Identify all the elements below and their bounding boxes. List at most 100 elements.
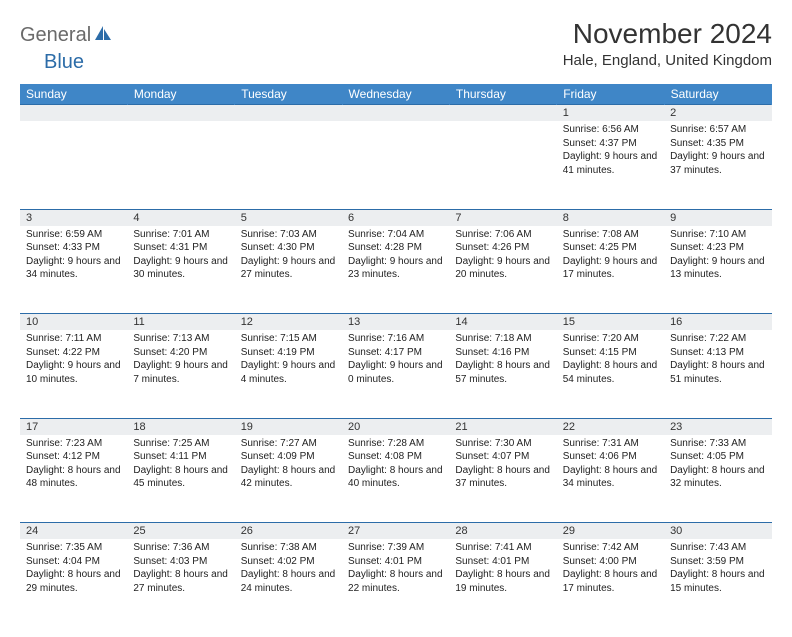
day-number-cell: 17 (20, 418, 127, 435)
weekday-header: Tuesday (235, 84, 342, 105)
sunset-line: Sunset: 3:59 PM (670, 555, 765, 569)
day-number-cell: 21 (449, 418, 556, 435)
sunrise-line: Sunrise: 7:13 AM (133, 332, 228, 346)
brand-text-2: Blue (44, 51, 792, 74)
day-content-cell: Sunrise: 7:35 AMSunset: 4:04 PMDaylight:… (20, 539, 127, 627)
day-content-cell: Sunrise: 7:03 AMSunset: 4:30 PMDaylight:… (235, 226, 342, 314)
sunrise-line: Sunrise: 7:38 AM (241, 541, 336, 555)
daylight-line: Daylight: 8 hours and 37 minutes. (455, 464, 550, 491)
sunset-line: Sunset: 4:33 PM (26, 241, 121, 255)
sunset-line: Sunset: 4:25 PM (563, 241, 658, 255)
daylight-line: Daylight: 9 hours and 7 minutes. (133, 359, 228, 386)
daylight-line: Daylight: 9 hours and 37 minutes. (670, 150, 765, 177)
sunrise-line: Sunrise: 7:18 AM (455, 332, 550, 346)
day-number-cell: 28 (449, 523, 556, 540)
day-content-cell: Sunrise: 7:27 AMSunset: 4:09 PMDaylight:… (235, 435, 342, 523)
day-number-cell: 9 (664, 209, 771, 226)
day-number-cell: 15 (557, 314, 664, 331)
brand-text-1: General (20, 24, 91, 47)
sunset-line: Sunset: 4:08 PM (348, 450, 443, 464)
day-content-cell: Sunrise: 7:13 AMSunset: 4:20 PMDaylight:… (127, 330, 234, 418)
day-content-cell (342, 121, 449, 209)
daylight-line: Daylight: 9 hours and 20 minutes. (455, 255, 550, 282)
day-content-cell: Sunrise: 7:41 AMSunset: 4:01 PMDaylight:… (449, 539, 556, 627)
sunrise-line: Sunrise: 7:23 AM (26, 437, 121, 451)
daylight-line: Daylight: 9 hours and 27 minutes. (241, 255, 336, 282)
sunrise-line: Sunrise: 7:36 AM (133, 541, 228, 555)
daylight-line: Daylight: 8 hours and 42 minutes. (241, 464, 336, 491)
sunset-line: Sunset: 4:06 PM (563, 450, 658, 464)
sunset-line: Sunset: 4:11 PM (133, 450, 228, 464)
daylight-line: Daylight: 9 hours and 0 minutes. (348, 359, 443, 386)
daylight-line: Daylight: 9 hours and 23 minutes. (348, 255, 443, 282)
day-content-cell: Sunrise: 6:59 AMSunset: 4:33 PMDaylight:… (20, 226, 127, 314)
day-number-cell: 5 (235, 209, 342, 226)
sunset-line: Sunset: 4:03 PM (133, 555, 228, 569)
daylight-line: Daylight: 8 hours and 51 minutes. (670, 359, 765, 386)
sunrise-line: Sunrise: 7:43 AM (670, 541, 765, 555)
daylight-line: Daylight: 8 hours and 57 minutes. (455, 359, 550, 386)
day-content-cell: Sunrise: 7:18 AMSunset: 4:16 PMDaylight:… (449, 330, 556, 418)
sunrise-line: Sunrise: 6:59 AM (26, 228, 121, 242)
sunrise-line: Sunrise: 7:41 AM (455, 541, 550, 555)
day-number-cell (342, 105, 449, 122)
day-content-cell: Sunrise: 7:15 AMSunset: 4:19 PMDaylight:… (235, 330, 342, 418)
sunset-line: Sunset: 4:02 PM (241, 555, 336, 569)
sunset-line: Sunset: 4:00 PM (563, 555, 658, 569)
day-content-cell (235, 121, 342, 209)
month-title: November 2024 (563, 18, 772, 50)
day-number-cell: 25 (127, 523, 234, 540)
day-content-cell: Sunrise: 7:28 AMSunset: 4:08 PMDaylight:… (342, 435, 449, 523)
sunrise-line: Sunrise: 7:42 AM (563, 541, 658, 555)
sunrise-line: Sunrise: 7:28 AM (348, 437, 443, 451)
weekday-header: Saturday (664, 84, 771, 105)
sunset-line: Sunset: 4:22 PM (26, 346, 121, 360)
day-number-row: 10111213141516 (20, 314, 772, 331)
daylight-line: Daylight: 8 hours and 34 minutes. (563, 464, 658, 491)
day-number-cell: 11 (127, 314, 234, 331)
day-content-row: Sunrise: 7:11 AMSunset: 4:22 PMDaylight:… (20, 330, 772, 418)
daylight-line: Daylight: 8 hours and 29 minutes. (26, 568, 121, 595)
day-content-row: Sunrise: 6:56 AMSunset: 4:37 PMDaylight:… (20, 121, 772, 209)
day-number-cell: 2 (664, 105, 771, 122)
day-number-cell: 1 (557, 105, 664, 122)
day-content-cell: Sunrise: 7:33 AMSunset: 4:05 PMDaylight:… (664, 435, 771, 523)
weekday-header: Thursday (449, 84, 556, 105)
day-number-cell: 26 (235, 523, 342, 540)
sunset-line: Sunset: 4:28 PM (348, 241, 443, 255)
sunrise-line: Sunrise: 6:57 AM (670, 123, 765, 137)
sunset-line: Sunset: 4:12 PM (26, 450, 121, 464)
weekday-header: Monday (127, 84, 234, 105)
day-content-cell: Sunrise: 7:42 AMSunset: 4:00 PMDaylight:… (557, 539, 664, 627)
daylight-line: Daylight: 8 hours and 19 minutes. (455, 568, 550, 595)
weekday-header-row: SundayMondayTuesdayWednesdayThursdayFrid… (20, 84, 772, 105)
day-content-cell: Sunrise: 6:57 AMSunset: 4:35 PMDaylight:… (664, 121, 771, 209)
daylight-line: Daylight: 9 hours and 10 minutes. (26, 359, 121, 386)
weekday-header: Wednesday (342, 84, 449, 105)
sunset-line: Sunset: 4:01 PM (455, 555, 550, 569)
day-content-cell: Sunrise: 7:20 AMSunset: 4:15 PMDaylight:… (557, 330, 664, 418)
daylight-line: Daylight: 9 hours and 4 minutes. (241, 359, 336, 386)
sail-icon (93, 24, 113, 47)
sunrise-line: Sunrise: 7:11 AM (26, 332, 121, 346)
day-number-cell (127, 105, 234, 122)
day-number-cell: 30 (664, 523, 771, 540)
day-content-cell: Sunrise: 7:06 AMSunset: 4:26 PMDaylight:… (449, 226, 556, 314)
day-content-cell: Sunrise: 7:38 AMSunset: 4:02 PMDaylight:… (235, 539, 342, 627)
day-content-cell: Sunrise: 7:25 AMSunset: 4:11 PMDaylight:… (127, 435, 234, 523)
sunset-line: Sunset: 4:23 PM (670, 241, 765, 255)
day-number-cell (449, 105, 556, 122)
sunset-line: Sunset: 4:30 PM (241, 241, 336, 255)
sunrise-line: Sunrise: 7:10 AM (670, 228, 765, 242)
day-number-cell: 14 (449, 314, 556, 331)
day-number-cell (20, 105, 127, 122)
day-content-cell (127, 121, 234, 209)
day-number-row: 3456789 (20, 209, 772, 226)
day-content-cell: Sunrise: 7:08 AMSunset: 4:25 PMDaylight:… (557, 226, 664, 314)
sunset-line: Sunset: 4:07 PM (455, 450, 550, 464)
day-number-cell: 24 (20, 523, 127, 540)
daylight-line: Daylight: 8 hours and 40 minutes. (348, 464, 443, 491)
sunrise-line: Sunrise: 7:30 AM (455, 437, 550, 451)
sunrise-line: Sunrise: 7:25 AM (133, 437, 228, 451)
day-content-cell: Sunrise: 7:23 AMSunset: 4:12 PMDaylight:… (20, 435, 127, 523)
